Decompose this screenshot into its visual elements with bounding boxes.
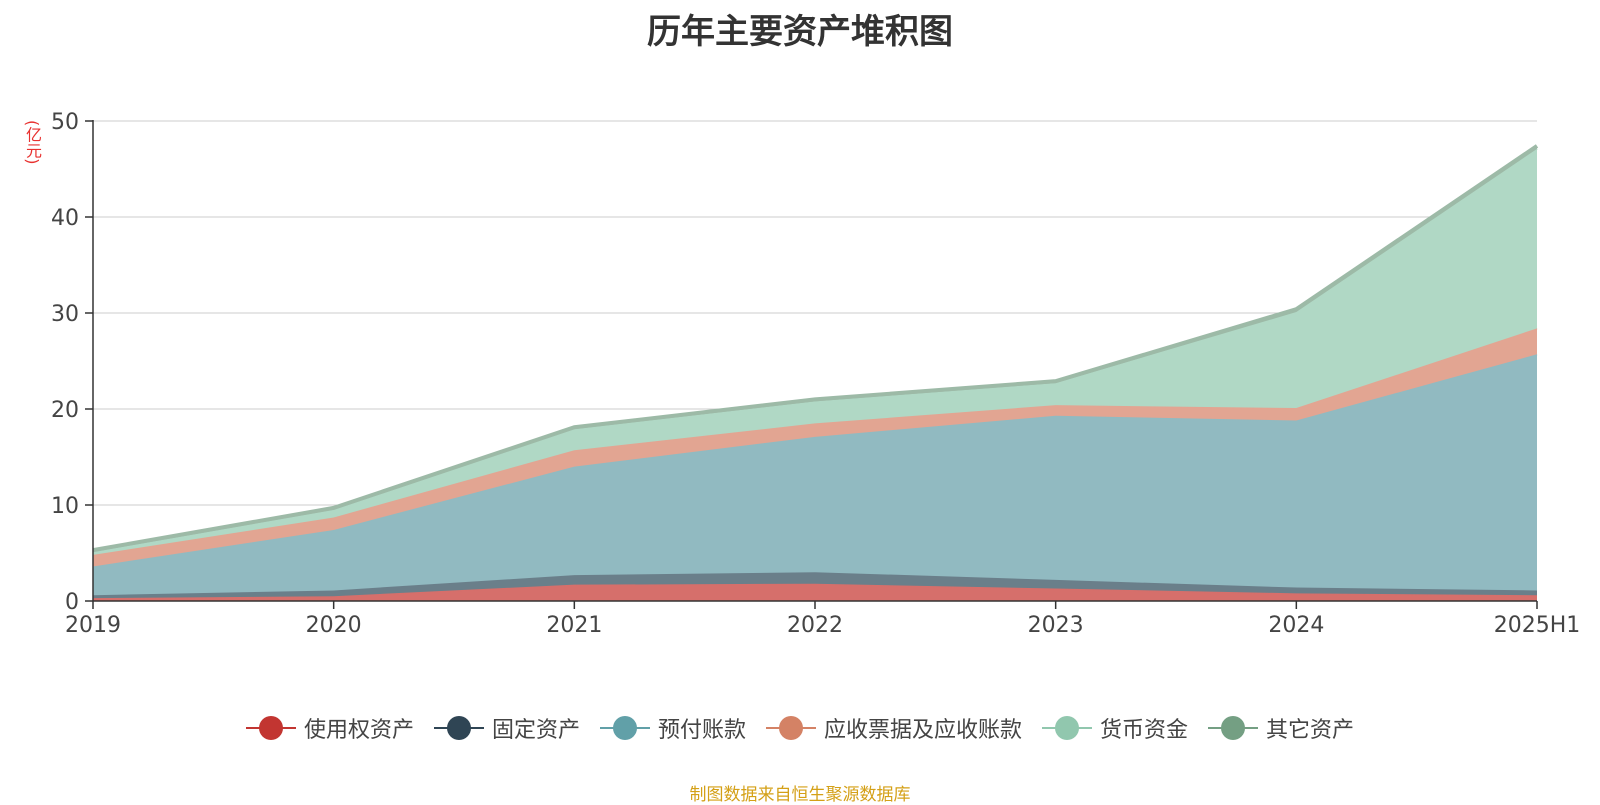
- legend-item[interactable]: 使用权资产: [245, 712, 414, 744]
- legend-item[interactable]: 货币资金: [1042, 712, 1188, 744]
- chart-legend: 使用权资产 固定资产 预付账款 应收票据及应收账款 货币资金 其它资产: [0, 712, 1600, 744]
- legend-marker-icon: [766, 716, 816, 740]
- area-series-4: [93, 148, 1537, 555]
- x-tick-label: 2024: [1268, 613, 1324, 638]
- legend-label: 应收票据及应收账款: [824, 718, 1023, 743]
- legend-marker-icon: [1042, 716, 1093, 740]
- legend-item[interactable]: 其它资产: [1208, 712, 1354, 744]
- x-tick-label: 2019: [65, 613, 121, 638]
- area-series-0: [93, 583, 1537, 601]
- y-tick-label: 50: [51, 110, 79, 135]
- x-tick-label: 2025H1: [1494, 613, 1581, 638]
- legend-item[interactable]: 固定资产: [433, 712, 580, 744]
- legend-label: 使用权资产: [303, 718, 414, 743]
- legend-item[interactable]: 应收票据及应收账款: [766, 712, 1022, 744]
- data-source-note: 制图数据来自恒生聚源数据库: [689, 785, 911, 805]
- chart-title: 历年主要资产堆积图: [647, 12, 953, 52]
- y-tick-label: 20: [51, 398, 79, 423]
- y-tick-label: 10: [51, 494, 79, 519]
- legend-marker-icon: [599, 716, 650, 740]
- legend-marker-icon: [1208, 716, 1259, 740]
- legend-item[interactable]: 预付账款: [599, 712, 746, 744]
- legend-marker-icon: [433, 716, 484, 740]
- x-tick-label: 2020: [306, 613, 362, 638]
- area-series-3: [93, 328, 1537, 567]
- y-tick-label: 30: [51, 302, 79, 327]
- x-tick-label: 2023: [1028, 613, 1084, 638]
- legend-label: 固定资产: [491, 718, 580, 743]
- y-tick-label: 0: [65, 590, 79, 615]
- series-line-5: [92, 144, 1539, 553]
- legend-marker-icon: [245, 716, 296, 740]
- y-tick-label: 40: [51, 206, 79, 231]
- legend-label: 其它资产: [1266, 718, 1355, 743]
- y-axis-unit-label: (亿元): [23, 120, 42, 165]
- area-series-2: [93, 354, 1537, 596]
- legend-label: 预付账款: [657, 718, 746, 743]
- x-tick-label: 2021: [546, 613, 602, 638]
- area-series-1: [93, 572, 1537, 599]
- legend-label: 货币资金: [1100, 718, 1189, 743]
- x-tick-label: 2022: [787, 613, 843, 638]
